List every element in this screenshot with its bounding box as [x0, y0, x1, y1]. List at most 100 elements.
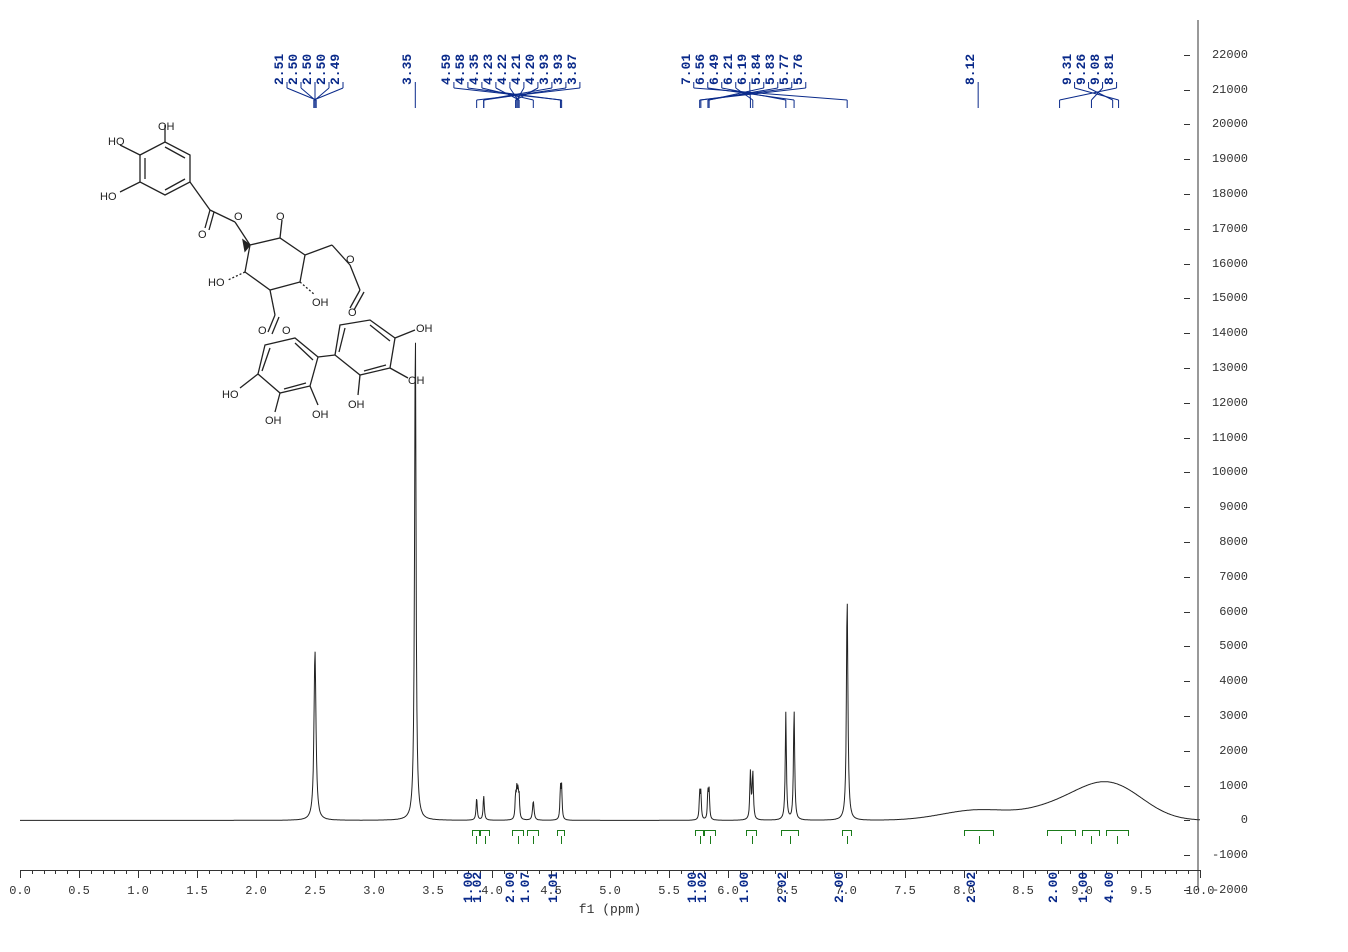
y-tick-label: -1000 — [1212, 848, 1248, 862]
x-tick-minor — [1011, 870, 1012, 874]
y-tick-label: 10000 — [1212, 465, 1248, 479]
y-tick-label: 20000 — [1212, 117, 1248, 131]
svg-text:O: O — [348, 307, 357, 319]
x-tick-minor — [586, 870, 587, 874]
y-tick-mark — [1184, 159, 1190, 160]
integral-value-label: 1.00 — [1076, 872, 1091, 903]
integral-tick — [752, 836, 753, 844]
x-tick-minor — [598, 870, 599, 874]
x-tick-minor — [350, 870, 351, 874]
x-tick-minor — [716, 870, 717, 874]
x-tick-label: 5.0 — [599, 884, 621, 898]
x-tick-minor — [1153, 870, 1154, 874]
x-tick-minor — [858, 870, 859, 874]
svg-text:HO: HO — [108, 136, 125, 148]
chemical-structure: HO OH HO O O O HO OH O O O O HO OH OH OH… — [50, 120, 450, 490]
y-tick-mark — [1184, 298, 1190, 299]
x-tick-mark — [1141, 870, 1142, 878]
x-tick-minor — [386, 870, 387, 874]
y-tick-mark — [1184, 124, 1190, 125]
x-tick-label: 8.5 — [1012, 884, 1034, 898]
integral-tick — [1117, 836, 1118, 844]
y-tick-label: 22000 — [1212, 48, 1248, 62]
x-tick-minor — [268, 870, 269, 874]
peak-ppm-label: 9.26 — [1074, 54, 1089, 85]
peak-ppm-label: 5.83 — [763, 54, 778, 85]
peak-ppm-label: 5.84 — [749, 54, 764, 85]
x-tick-mark — [1200, 870, 1201, 878]
x-tick-minor — [126, 870, 127, 874]
y-tick-label: 19000 — [1212, 152, 1248, 166]
x-tick-mark — [374, 870, 375, 878]
y-tick-label: 0 — [1241, 813, 1248, 827]
integral-tick — [700, 836, 701, 844]
peak-ppm-label: 3.87 — [565, 54, 580, 85]
integral-value-label: 4.00 — [1102, 872, 1117, 903]
peak-ppm-label: 4.20 — [523, 54, 538, 85]
y-tick-mark — [1184, 542, 1190, 543]
peak-ppm-label: 5.76 — [791, 54, 806, 85]
peak-ppm-label: 3.35 — [400, 54, 415, 85]
peak-ppm-label: 6.56 — [693, 54, 708, 85]
peak-ppm-label: 3.93 — [551, 54, 566, 85]
x-tick-minor — [575, 870, 576, 874]
x-tick-label: 2.0 — [245, 884, 267, 898]
x-tick-minor — [622, 870, 623, 874]
x-tick-minor — [362, 870, 363, 874]
svg-text:OH: OH — [312, 297, 329, 309]
x-tick-minor — [681, 870, 682, 874]
y-tick-label: 9000 — [1219, 500, 1248, 514]
svg-text:OH: OH — [312, 409, 329, 421]
svg-text:OH: OH — [348, 399, 365, 411]
y-tick-label: 17000 — [1212, 222, 1248, 236]
integral-value-label: 2.00 — [1046, 872, 1061, 903]
integral-tick — [485, 836, 486, 844]
peak-ppm-label: 5.77 — [777, 54, 792, 85]
x-tick-mark — [905, 870, 906, 878]
integral-tick — [533, 836, 534, 844]
x-tick-minor — [870, 870, 871, 874]
x-tick-mark — [138, 870, 139, 878]
x-tick-minor — [244, 870, 245, 874]
y-tick-label: 7000 — [1219, 570, 1248, 584]
peak-ppm-label: 6.49 — [707, 54, 722, 85]
x-tick-minor — [822, 870, 823, 874]
integral-value-label: 1.01 — [546, 872, 561, 903]
y-tick-mark — [1184, 472, 1190, 473]
x-tick-mark — [256, 870, 257, 878]
x-tick-minor — [209, 870, 210, 874]
peak-ppm-label: 9.31 — [1060, 54, 1075, 85]
x-tick-label: 5.5 — [658, 884, 680, 898]
x-axis-title: f1 (ppm) — [579, 902, 641, 917]
y-tick-mark — [1184, 194, 1190, 195]
integral-value-label: 1.00 — [461, 872, 476, 903]
integral-value-label: 1.00 — [685, 872, 700, 903]
integral-tick — [1061, 836, 1062, 844]
peak-ppm-label: 4.35 — [467, 54, 482, 85]
x-tick-minor — [893, 870, 894, 874]
x-tick-label: 1.5 — [186, 884, 208, 898]
x-tick-minor — [44, 870, 45, 874]
x-tick-minor — [657, 870, 658, 874]
peak-ppm-label: 4.21 — [509, 54, 524, 85]
integral-value-label: 2.00 — [832, 872, 847, 903]
y-tick-label: 11000 — [1212, 431, 1248, 445]
peak-ppm-label: 2.50 — [300, 54, 315, 85]
x-tick-minor — [1176, 870, 1177, 874]
peak-ppm-label: 8.12 — [963, 54, 978, 85]
integral-tick — [1091, 836, 1092, 844]
x-tick-label: 10.0 — [1186, 884, 1215, 898]
peak-ppm-label: 7.01 — [679, 54, 694, 85]
peak-ppm-label: 2.50 — [314, 54, 329, 85]
svg-text:OH: OH — [408, 375, 425, 387]
integral-tick — [710, 836, 711, 844]
x-tick-minor — [1188, 870, 1189, 874]
integral-value-label: 1.07 — [518, 872, 533, 903]
y-tick-mark — [1184, 55, 1190, 56]
x-tick-minor — [303, 870, 304, 874]
x-tick-minor — [103, 870, 104, 874]
x-tick-minor — [445, 870, 446, 874]
x-tick-label: 6.0 — [717, 884, 739, 898]
integral-tick — [561, 836, 562, 844]
y-tick-mark — [1184, 681, 1190, 682]
